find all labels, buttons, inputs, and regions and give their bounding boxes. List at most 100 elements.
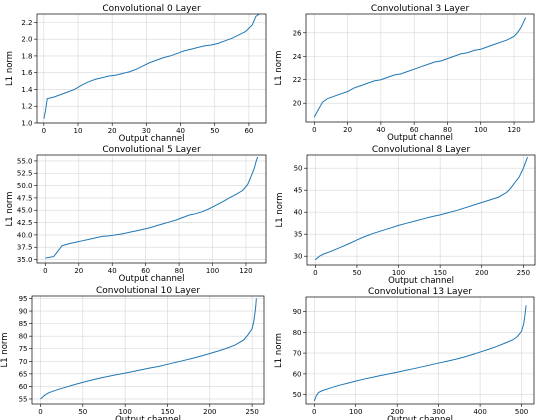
y-tick-label: 50.0 — [17, 182, 33, 190]
x-tick-label: 250 — [245, 408, 258, 416]
x-tick-label: 30 — [142, 127, 151, 135]
x-axis-label: Output channel — [387, 415, 453, 420]
y-tick-label: 90 — [293, 308, 302, 316]
x-tick-label: 60 — [141, 267, 150, 275]
series-line — [40, 298, 257, 400]
plot-frame — [305, 296, 535, 405]
chart-panel-0: 0 10 20 30 40 50 60 1.0 1.2 1.4 1.6 1.8 2.0 2.2 Convol… — [5, 4, 267, 144]
y-axis-label: L1 norm — [5, 191, 15, 226]
y-tick-label: 37.5 — [17, 244, 33, 252]
x-axis-label: Output channel — [388, 276, 454, 286]
y-tick-label: 70 — [293, 350, 302, 358]
x-tick-label: 40 — [376, 126, 385, 134]
chart-panel-5: 0 100 200 300 400 500 50 60 70 80 90 Convolutional … — [274, 287, 535, 420]
x-tick-label: 20 — [74, 267, 83, 275]
x-tick-label: 120 — [239, 267, 252, 275]
y-tick-label: 42.5 — [17, 219, 33, 227]
y-tick-label: 30 — [294, 253, 303, 261]
x-tick-label: 10 — [74, 127, 83, 135]
x-tick-label: 0 — [313, 269, 317, 277]
y-tick-label: 85 — [19, 320, 28, 328]
x-tick-label: 200 — [475, 269, 488, 277]
x-tick-label: 20 — [343, 126, 352, 134]
x-tick-label: 0 — [43, 267, 47, 275]
y-tick-label: 47.5 — [17, 194, 33, 202]
y-tick-label: 1.6 — [21, 69, 33, 77]
chart-title: Convolutional 0 Layer — [102, 4, 201, 14]
y-tick-label: 1.0 — [21, 120, 32, 128]
y-axis-label: L1 norm — [274, 50, 284, 85]
y-tick-label: 22 — [293, 76, 302, 84]
x-tick-label: 150 — [433, 269, 446, 277]
y-tick-label: 20 — [293, 100, 302, 108]
plot-frame — [36, 154, 267, 264]
chart-title: Convolutional 5 Layer — [102, 145, 201, 155]
y-tick-label: 95 — [19, 295, 28, 303]
x-axis-label: Output channel — [387, 133, 453, 143]
x-tick-label: 60 — [244, 127, 253, 135]
chart-panel-4: 0 50 100 150 200 250 55 60 65 70 75 80 85 90 95 Convolu… — [0, 286, 265, 420]
x-axis-label: Output channel — [115, 415, 181, 420]
y-tick-label: 60 — [19, 383, 28, 391]
x-tick-label: 20 — [108, 127, 117, 135]
x-tick-label: 150 — [161, 408, 174, 416]
y-tick-label: 35.0 — [17, 256, 33, 264]
y-axis-label: L1 norm — [5, 51, 15, 86]
chart-panel-3: 0 50 100 150 200 250 30 35 40 45 50 Convolutional 8… — [275, 145, 536, 286]
chart-title: Convolutional 3 Layer — [371, 4, 470, 14]
y-tick-label: 80 — [19, 333, 28, 341]
x-tick-label: 500 — [515, 408, 528, 416]
x-tick-label: 50 — [352, 269, 361, 277]
plot-frame — [31, 295, 265, 405]
chart-title: Convolutional 10 Layer — [96, 286, 200, 296]
plot-frame — [306, 154, 536, 266]
x-tick-label: 200 — [391, 408, 404, 416]
y-tick-label: 75 — [19, 345, 28, 353]
y-tick-label: 55.0 — [17, 157, 33, 165]
y-tick-label: 40 — [294, 209, 303, 217]
series-line — [43, 13, 260, 119]
series-line — [314, 157, 528, 261]
y-tick-label: 1.2 — [21, 103, 32, 111]
y-tick-label: 35 — [294, 231, 303, 239]
x-tick-label: 400 — [473, 408, 486, 416]
x-tick-label: 80 — [443, 126, 452, 134]
y-tick-label: 1.4 — [21, 86, 33, 94]
y-tick-label: 70 — [19, 358, 28, 366]
x-tick-label: 0 — [312, 126, 316, 134]
y-axis-label: L1 norm — [275, 192, 285, 227]
y-tick-label: 52.5 — [17, 170, 33, 178]
x-tick-label: 120 — [507, 126, 520, 134]
x-tick-label: 100 — [206, 267, 219, 275]
chart-title: Convolutional 13 Layer — [368, 287, 472, 297]
x-tick-label: 60 — [410, 126, 419, 134]
y-axis-label: L1 norm — [0, 332, 10, 367]
x-axis-label: Output channel — [119, 274, 185, 284]
chart-title: Convolutional 8 Layer — [372, 145, 471, 155]
y-tick-label: 40.0 — [17, 231, 33, 239]
y-tick-label: 90 — [19, 308, 28, 316]
y-tick-label: 80 — [293, 329, 302, 337]
y-tick-label: 2.2 — [21, 19, 32, 27]
y-tick-label: 45 — [294, 187, 303, 195]
series-line — [313, 305, 527, 402]
y-tick-label: 2.0 — [21, 36, 32, 44]
x-tick-label: 100 — [118, 408, 131, 416]
plot-frame — [305, 13, 535, 123]
y-tick-label: 50 — [294, 165, 303, 173]
y-tick-label: 65 — [19, 370, 28, 378]
x-tick-label: 50 — [210, 127, 219, 135]
y-tick-label: 60 — [293, 370, 302, 378]
y-tick-label: 55 — [19, 395, 28, 403]
y-tick-label: 24 — [293, 53, 302, 61]
x-tick-label: 80 — [175, 267, 184, 275]
x-axis-label: Output channel — [119, 134, 185, 144]
x-tick-label: 100 — [392, 269, 405, 277]
x-tick-label: 0 — [42, 127, 46, 135]
x-tick-label: 40 — [108, 267, 117, 275]
plot-frame — [36, 13, 267, 124]
chart-panel-1: 0 20 40 60 80 100 120 20 22 24 26 Convolutional 3 L… — [274, 4, 535, 143]
y-tick-label: 1.8 — [21, 52, 32, 60]
x-tick-label: 0 — [38, 408, 42, 416]
